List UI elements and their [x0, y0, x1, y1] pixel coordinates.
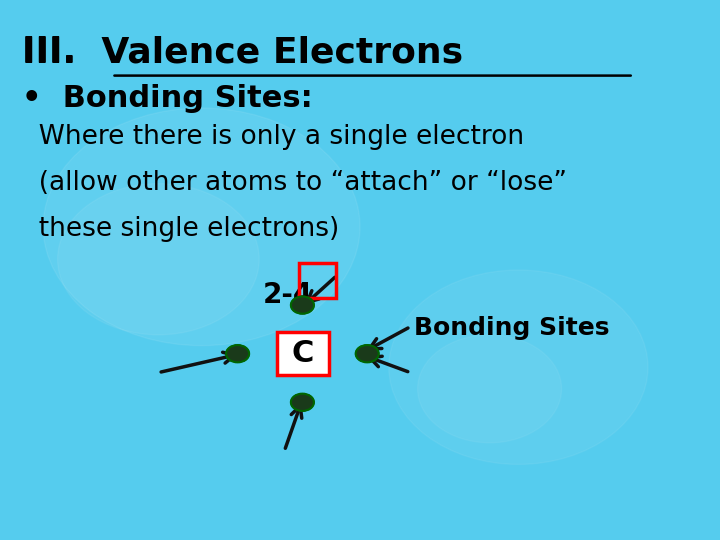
- Circle shape: [291, 296, 314, 314]
- Text: 2-4: 2-4: [263, 281, 313, 309]
- Circle shape: [58, 184, 259, 335]
- Text: C: C: [291, 339, 314, 368]
- Text: (allow other atoms to “attach” or “lose”: (allow other atoms to “attach” or “lose”: [22, 170, 567, 196]
- Text: Where there is only a single electron: Where there is only a single electron: [22, 124, 523, 150]
- Circle shape: [291, 394, 314, 411]
- Text: III.  Valence Electrons: III. Valence Electrons: [22, 35, 463, 69]
- Circle shape: [226, 345, 249, 362]
- Circle shape: [389, 270, 648, 464]
- Bar: [299, 263, 336, 298]
- Text: III.  Valence Electrons: III. Valence Electrons: [0, 539, 1, 540]
- Circle shape: [418, 335, 562, 443]
- Circle shape: [356, 345, 379, 362]
- Bar: [277, 332, 329, 375]
- Text: III.: III.: [22, 35, 101, 69]
- Circle shape: [43, 108, 360, 346]
- Text: these single electrons): these single electrons): [22, 216, 339, 242]
- Text: Bonding Sites: Bonding Sites: [414, 316, 610, 340]
- Text: •  Bonding Sites:: • Bonding Sites:: [22, 84, 312, 113]
